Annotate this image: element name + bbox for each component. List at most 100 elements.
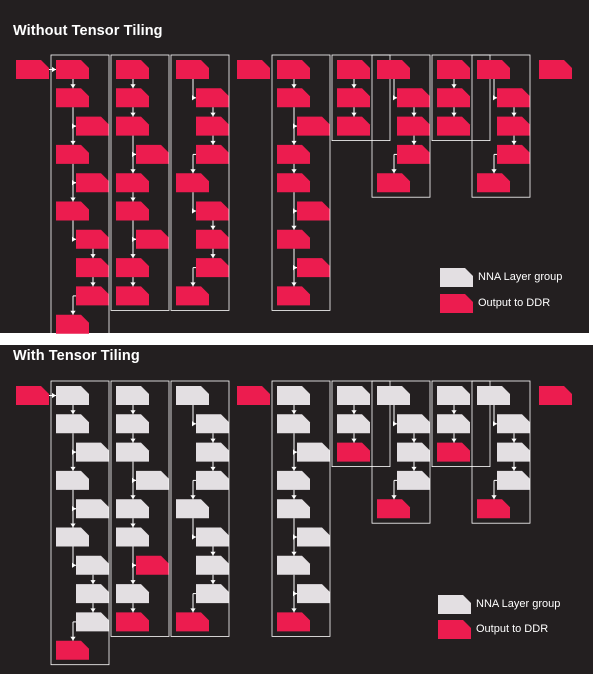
layer-group-bracket <box>431 54 491 141</box>
output-to-ddr-block <box>176 612 209 632</box>
nna-layer-group-block <box>497 442 530 462</box>
nna-layer-group-block <box>397 470 430 490</box>
legend-swatch-ddr-top <box>440 294 473 313</box>
output-to-ddr-block <box>377 499 410 519</box>
connector-arrowhead <box>90 608 96 613</box>
nna-layer-group-block <box>196 442 229 462</box>
output-to-ddr-block <box>116 612 149 632</box>
nna-layer-group-block <box>437 386 470 405</box>
connector-arrowhead <box>70 636 76 641</box>
connector-arrowhead <box>72 236 76 242</box>
connector-arrowhead <box>291 466 297 471</box>
connector-arrowhead <box>210 551 216 556</box>
legend-swatch-nna-top <box>440 268 473 287</box>
layer-group-bracket <box>110 380 170 637</box>
output-to-ddr-block <box>497 116 530 136</box>
nna-layer-group-block <box>56 386 89 405</box>
output-to-ddr-block <box>337 116 370 136</box>
connector-arrowhead <box>130 580 136 585</box>
legend-label-ddr-bottom: Output to DDR <box>476 623 549 635</box>
nna-layer-group-block <box>277 414 310 434</box>
output-to-ddr-block <box>56 314 89 334</box>
output-to-ddr-block <box>76 258 109 278</box>
nna-layer-group-block <box>176 499 209 519</box>
layer-group-bracket <box>471 380 531 524</box>
output-to-ddr-block <box>397 144 430 164</box>
layer-group-bracket <box>471 54 531 198</box>
output-to-ddr-block <box>136 229 169 249</box>
connector-arrowhead <box>192 534 196 540</box>
output-to-ddr-block <box>196 229 229 249</box>
output-to-ddr-block <box>196 258 229 278</box>
output-to-ddr-block <box>176 173 209 193</box>
output-to-ddr-block <box>116 286 149 306</box>
nna-layer-group-block <box>337 386 370 405</box>
output-to-ddr-block <box>377 173 410 193</box>
connector-arrowhead <box>130 608 136 613</box>
output-to-ddr-block <box>116 88 149 108</box>
output-to-ddr-block <box>16 60 49 79</box>
connector-arrowhead <box>393 95 397 101</box>
connector-arrowhead <box>493 421 497 427</box>
connector-arrowhead <box>52 392 56 399</box>
connector-arrowhead <box>192 208 196 214</box>
connector-arrowhead <box>70 84 76 89</box>
nna-layer-group-block <box>76 612 109 632</box>
legend-label-ddr-top: Output to DDR <box>478 297 551 309</box>
connector-arrowhead <box>190 282 196 287</box>
output-to-ddr-block <box>277 144 310 164</box>
legend-swatch-nna-bottom <box>438 595 471 614</box>
legend-swatch-ddr-bottom <box>438 620 471 639</box>
output-to-ddr-block <box>176 60 209 79</box>
output-to-ddr-block <box>16 386 49 405</box>
layer-group-bracket <box>271 380 331 637</box>
connector-arrowhead <box>351 438 357 443</box>
connector-arrowhead <box>130 523 136 528</box>
connector-arrowhead <box>411 438 417 443</box>
without-tiling-title: Without Tensor Tiling <box>13 23 163 39</box>
output-to-ddr-block <box>277 286 310 306</box>
legend-label-nna-bottom: NNA Layer group <box>476 598 561 610</box>
connector-arrowhead <box>511 438 517 443</box>
output-to-ddr-block <box>477 499 510 519</box>
connector-arrowhead <box>190 169 196 174</box>
connector-arrowhead <box>210 140 216 145</box>
legend-label-nna-top: NNA Layer group <box>478 271 563 283</box>
nna-layer-group-block <box>297 442 330 462</box>
output-to-ddr-block <box>497 88 530 108</box>
connector-arrowhead <box>130 84 136 89</box>
connector-arrowhead <box>130 495 136 500</box>
layer-group-bracket <box>110 54 170 311</box>
output-to-ddr-block <box>277 88 310 108</box>
output-to-ddr-block <box>56 60 89 79</box>
output-to-ddr-block <box>76 116 109 136</box>
connector-arrowhead <box>210 225 216 230</box>
output-to-ddr-block <box>176 286 209 306</box>
connector-arrowhead <box>70 523 76 528</box>
nna-layer-group-block <box>196 555 229 575</box>
connector-arrowhead <box>291 551 297 556</box>
connector-arrowhead <box>130 197 136 202</box>
output-to-ddr-block <box>337 442 370 462</box>
connector-arrowhead <box>52 66 56 73</box>
output-to-ddr-block <box>337 88 370 108</box>
output-to-ddr-block <box>76 173 109 193</box>
nna-layer-group-block <box>277 470 310 490</box>
nna-layer-group-block <box>297 527 330 547</box>
connector-arrowhead <box>491 169 497 174</box>
connector-arrowhead <box>411 140 417 145</box>
output-to-ddr-block <box>277 612 310 632</box>
layer-group-bracket <box>170 380 230 637</box>
output-to-ddr-block <box>116 116 149 136</box>
output-to-ddr-block <box>116 258 149 278</box>
output-to-ddr-block <box>437 60 470 79</box>
output-to-ddr-block <box>56 88 89 108</box>
output-to-ddr-block <box>397 88 430 108</box>
connector-arrowhead <box>70 197 76 202</box>
output-to-ddr-block <box>196 88 229 108</box>
connector-arrowhead <box>291 410 297 415</box>
connector-arrowhead <box>192 95 196 101</box>
output-to-ddr-block <box>377 60 410 79</box>
output-to-ddr-block <box>56 201 89 221</box>
